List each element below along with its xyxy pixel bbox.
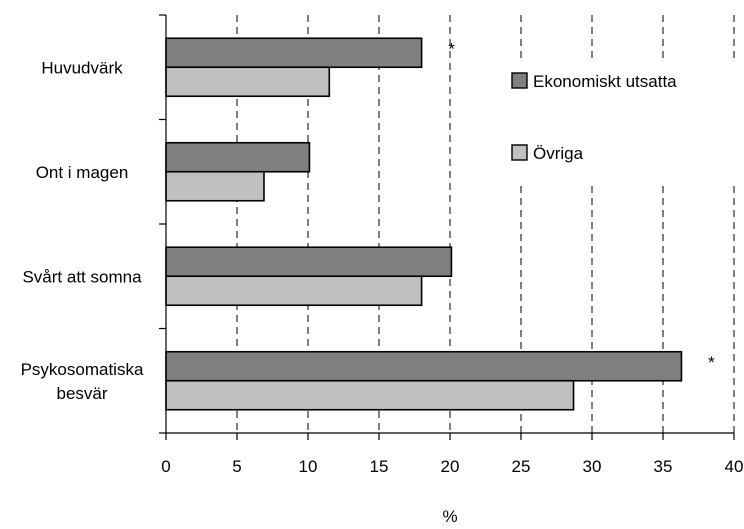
legend-label: Övriga xyxy=(533,144,584,163)
category-label: Huvudvärk xyxy=(41,58,123,77)
category-label: Psykosomatiska xyxy=(21,360,144,379)
bar xyxy=(165,37,423,69)
x-tick-label: 35 xyxy=(654,457,673,476)
legend-swatch xyxy=(511,72,528,89)
x-tick-label: 5 xyxy=(232,457,241,476)
category-label: Ont i magen xyxy=(36,163,129,182)
x-tick-label: 20 xyxy=(441,457,460,476)
x-tick-label: 0 xyxy=(161,457,170,476)
axis-labels: Huvudvärk Ont i magen Svårt att somna Psyko… xyxy=(21,39,744,476)
legend: Ekonomiskt utsatta Övriga xyxy=(511,72,677,163)
bar xyxy=(165,379,575,411)
x-tick-label: 25 xyxy=(512,457,531,476)
x-tick-label: 10 xyxy=(299,457,318,476)
bar xyxy=(165,350,683,382)
x-tick-label: 15 xyxy=(370,457,389,476)
category-label: Svårt att somna xyxy=(22,267,142,286)
bar xyxy=(165,170,265,202)
legend-swatch xyxy=(511,144,528,161)
category-label: besvär xyxy=(56,384,107,403)
bar xyxy=(165,141,311,173)
significance-marker: * xyxy=(708,353,715,372)
axes xyxy=(159,14,735,440)
x-axis-title: % xyxy=(442,507,457,526)
significance-marker: * xyxy=(448,39,455,58)
bar xyxy=(165,66,331,98)
bars xyxy=(165,37,683,411)
bar xyxy=(165,275,423,307)
legend-label: Ekonomiskt utsatta xyxy=(533,72,677,91)
x-tick-label: 40 xyxy=(725,457,744,476)
bar xyxy=(165,246,453,278)
x-tick-label: 30 xyxy=(583,457,602,476)
